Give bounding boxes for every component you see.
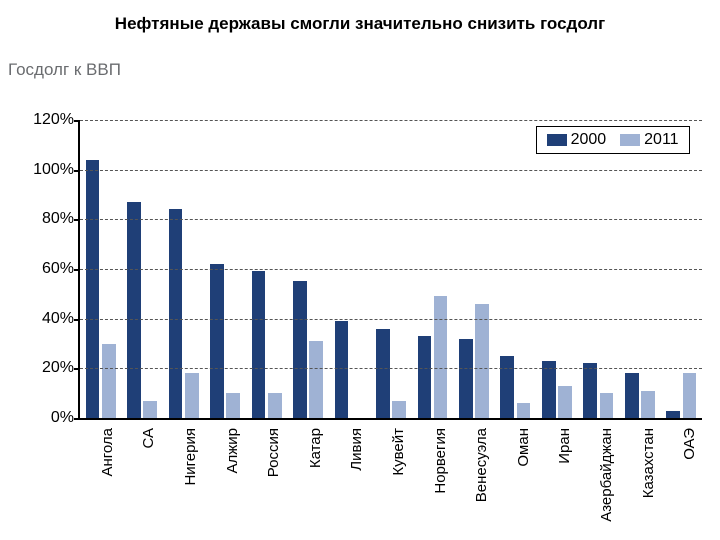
bar-2000: [252, 271, 266, 418]
bar-2000: [625, 373, 639, 418]
legend-item-2011: 2011: [620, 131, 678, 149]
chart-title: Нефтяные державы смогли значительно сниз…: [0, 14, 720, 34]
x-axis-label: Иран: [556, 428, 573, 464]
x-axis-label: Россия: [265, 428, 282, 477]
bar-2000: [376, 329, 390, 418]
x-axis-label: Катар: [307, 428, 324, 468]
gridline: [80, 170, 702, 171]
y-axis-label: 0%: [51, 409, 74, 427]
bar-2000: [459, 339, 473, 418]
gridline: [80, 120, 702, 121]
gridline: [80, 269, 702, 270]
bar-2011: [517, 403, 531, 418]
legend-item-2000: 2000: [547, 131, 607, 149]
chart-container: 2000 2011 0%20%40%60%80%100%120% Ангола С…: [8, 120, 712, 530]
bar-2000: [335, 321, 349, 418]
bar-2000: [666, 411, 680, 418]
bar-2000: [127, 202, 141, 418]
gridline: [80, 219, 702, 220]
bar-2011: [683, 373, 697, 418]
y-axis-label: 40%: [42, 310, 74, 328]
x-axis-label: Ливия: [348, 428, 365, 471]
x-axis-labels: Ангола СА Нигерия Алжир Россия Катар Ливия Куве…: [78, 420, 702, 530]
bar-2011: [309, 341, 323, 418]
x-axis-label: Норвегия: [432, 428, 449, 494]
legend-label-2011: 2011: [644, 131, 678, 148]
x-axis-label: Алжир: [224, 428, 241, 474]
bar-2011: [268, 393, 282, 418]
bar-2000: [583, 363, 597, 418]
bar-2000: [500, 356, 514, 418]
x-axis-label: СА: [140, 428, 157, 449]
x-axis-label: ОАЭ: [681, 428, 698, 460]
bar-2000: [418, 336, 432, 418]
bar-2011: [392, 401, 406, 418]
bar-2000: [293, 281, 307, 418]
legend: 2000 2011: [536, 126, 690, 154]
y-axis-label: 100%: [33, 161, 74, 179]
plot-area: 2000 2011 0%20%40%60%80%100%120%: [78, 120, 702, 420]
x-axis-label: Венесуэла: [473, 428, 490, 502]
y-tick: [74, 219, 80, 221]
chart-subtitle: Госдолг к ВВП: [8, 60, 121, 80]
y-tick: [74, 368, 80, 370]
y-axis-label: 120%: [33, 111, 74, 129]
bar-2000: [210, 264, 224, 418]
x-axis-label: Казахстан: [640, 428, 657, 498]
bar-2011: [226, 393, 240, 418]
legend-swatch-2000: [547, 134, 567, 146]
y-tick: [74, 269, 80, 271]
x-axis-label: Кувейт: [390, 428, 407, 476]
bar-2011: [102, 344, 116, 419]
x-axis-label: Азербайджан: [598, 428, 615, 522]
gridline: [80, 368, 702, 369]
legend-swatch-2011: [620, 134, 640, 146]
bar-2011: [475, 304, 489, 418]
y-axis-label: 60%: [42, 260, 74, 278]
bar-2011: [600, 393, 614, 418]
bar-2000: [542, 361, 556, 418]
y-axis-label: 20%: [42, 359, 74, 377]
x-axis-label: Нигерия: [182, 428, 199, 486]
x-axis-label: Оман: [515, 428, 532, 467]
bar-2011: [434, 296, 448, 418]
bar-2011: [185, 373, 199, 418]
legend-label-2000: 2000: [571, 131, 607, 148]
y-axis-label: 80%: [42, 210, 74, 228]
gridline: [80, 319, 702, 320]
bar-2011: [641, 391, 655, 418]
y-tick: [74, 319, 80, 321]
y-tick: [74, 170, 80, 172]
bar-2011: [558, 386, 572, 418]
bar-2000: [86, 160, 100, 418]
x-axis-label: Ангола: [99, 428, 116, 477]
bar-2000: [169, 209, 183, 418]
y-tick: [74, 120, 80, 122]
bar-2011: [143, 401, 157, 418]
